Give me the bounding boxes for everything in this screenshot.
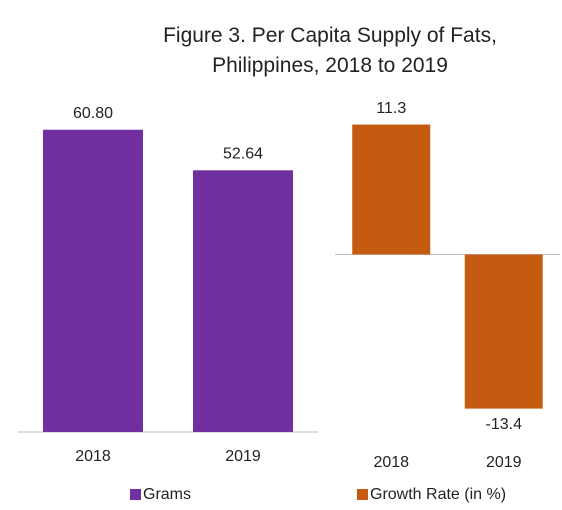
legend-swatch <box>357 489 368 500</box>
x-tick-label: 2019 <box>225 448 261 465</box>
x-tick-label: 2018 <box>373 454 409 471</box>
legend-label: Grams <box>143 486 191 503</box>
legend-label: Growth Rate (in %) <box>370 486 506 503</box>
data-label: 60.80 <box>73 105 113 122</box>
x-tick-label: 2018 <box>75 448 111 465</box>
data-label: -13.4 <box>486 416 523 433</box>
legend-swatch <box>130 489 141 500</box>
data-label: 52.64 <box>223 146 263 163</box>
bar <box>193 170 293 432</box>
x-tick-label: 2019 <box>486 454 522 471</box>
title-line: Figure 3. Per Capita Supply of Fats, <box>163 24 497 47</box>
bar <box>43 129 143 433</box>
chart-title: Figure 3. Per Capita Supply of Fats, Phil… <box>163 24 497 77</box>
title-line: Philippines, 2018 to 2019 <box>212 54 448 77</box>
data-label: 11.3 <box>376 100 406 117</box>
bar <box>464 254 543 409</box>
bar <box>352 124 431 255</box>
